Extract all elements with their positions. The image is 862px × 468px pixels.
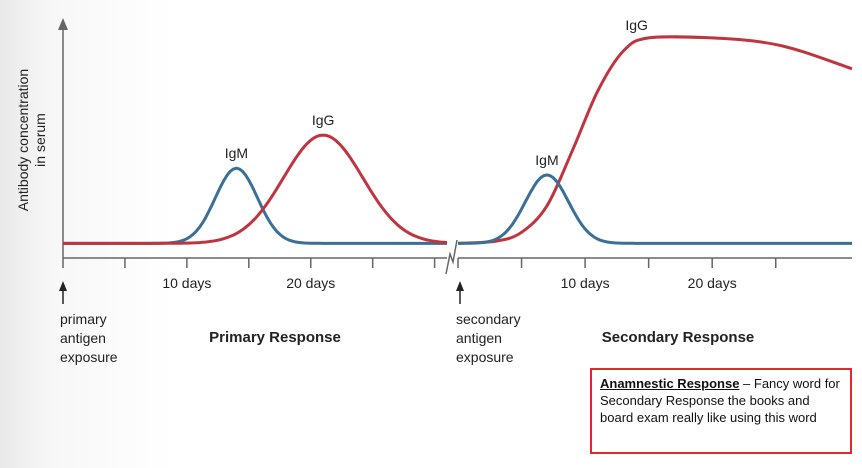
secondary-exposure-label-1: secondary <box>456 311 521 327</box>
y-axis-label-line-1: Antibody concentration <box>15 69 31 211</box>
series-line-primary-igm <box>63 166 447 245</box>
x-ticks-primary <box>62 258 436 268</box>
secondary-exposure-label-3: exposure <box>456 349 514 365</box>
y-axis-label-line-2: in serum <box>32 113 48 167</box>
tick-label-secondary-20: 20 days <box>688 275 737 291</box>
secondary-exposure-label-2: antigen <box>456 330 502 346</box>
secondary-exposure-arrow <box>456 281 464 304</box>
secondary-response-title: Secondary Response <box>602 329 755 346</box>
peak-label-secondary-igg: IgG <box>625 17 648 33</box>
peak-label-primary-igg: IgG <box>312 112 335 128</box>
primary-exposure-label-2: antigen <box>60 330 106 346</box>
peak-label-secondary-igm: IgM <box>535 152 558 168</box>
note-term: Anamnestic Response <box>600 376 740 391</box>
tick-label-primary-10: 10 days <box>162 275 211 291</box>
primary-exposure-label-1: primary <box>60 311 107 327</box>
tick-label-primary-20: 20 days <box>286 275 335 291</box>
primary-response-title: Primary Response <box>209 329 341 346</box>
tick-label-secondary-10: 10 days <box>561 275 610 291</box>
series-line-secondary-igg <box>457 35 853 245</box>
y-axis-label: Antibody concentration in serum <box>15 69 48 211</box>
primary-exposure-label-3: exposure <box>60 349 118 365</box>
series-line-secondary-igm <box>457 173 852 245</box>
axis-break-mark <box>445 239 458 275</box>
x-ticks-secondary <box>457 258 777 268</box>
series-line-primary-igg <box>63 133 448 245</box>
primary-exposure-arrow <box>59 281 67 304</box>
note-text: – Fancy word for Secondary Response the … <box>600 376 840 425</box>
anamnestic-note-box: Anamnestic Response – Fancy word for Sec… <box>590 368 852 454</box>
y-axis-arrow <box>58 18 68 30</box>
peak-label-primary-igm: IgM <box>225 145 248 161</box>
